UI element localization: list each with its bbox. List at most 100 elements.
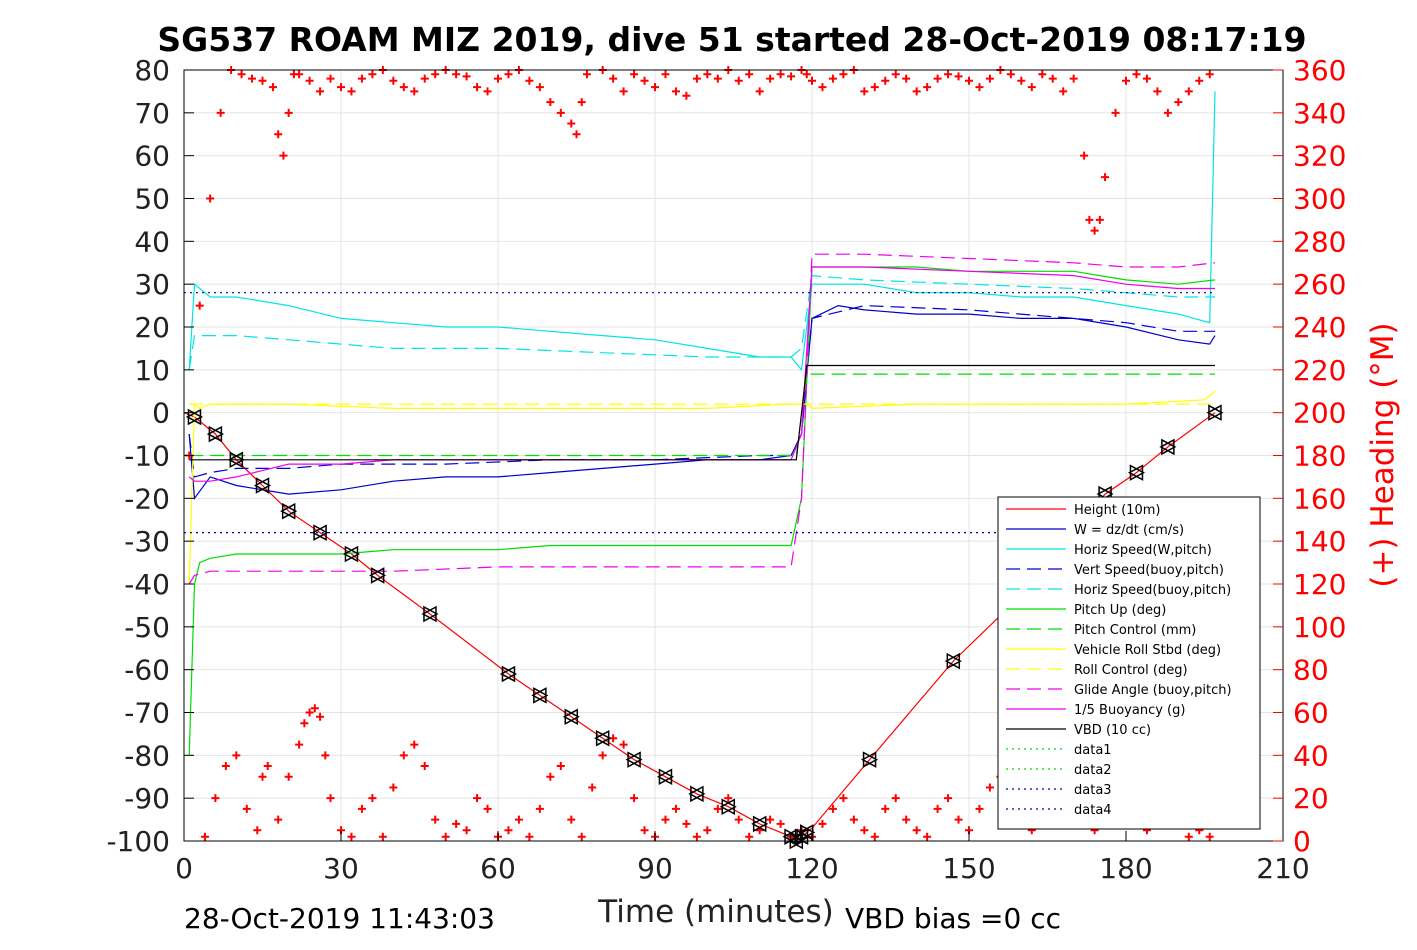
heading-point <box>431 815 440 824</box>
legend-box <box>997 496 1261 830</box>
y-tick-label: 20 <box>134 311 170 344</box>
heading-point <box>703 826 712 835</box>
heading-point <box>1205 832 1214 841</box>
heading-point <box>577 832 586 841</box>
depth-marker-right <box>344 545 361 563</box>
heading-point <box>556 108 565 117</box>
heading-point <box>849 815 858 824</box>
heading-point <box>216 108 225 117</box>
heading-point <box>535 83 544 92</box>
depth-marker-right <box>800 824 816 841</box>
heading-point <box>870 832 879 841</box>
heading-point <box>347 832 356 841</box>
legend: Height (10m) W = dz/dt (cm/s) Horiz Speed(… <box>997 496 1261 830</box>
heading-point <box>671 87 680 96</box>
y2-tick-label: 60 <box>1293 697 1329 730</box>
x-tick-label: 0 <box>175 852 193 885</box>
heading-point <box>828 804 837 813</box>
heading-point <box>268 83 277 92</box>
heading-point <box>944 70 953 79</box>
heading-point <box>221 762 230 771</box>
y-tick-label: 30 <box>134 268 170 301</box>
depth-marker-right <box>862 751 879 768</box>
y2-tick-label: 0 <box>1293 825 1311 858</box>
heading-point <box>755 87 764 96</box>
depth-marker-right <box>627 751 643 768</box>
heading-point <box>870 83 879 92</box>
heading-point <box>787 72 796 81</box>
heading-point <box>965 76 973 85</box>
y-tick-label: 0 <box>152 397 170 430</box>
heading-point <box>305 708 314 717</box>
heading-point <box>923 83 932 92</box>
heading-point <box>713 804 722 813</box>
heading-point <box>1059 87 1068 96</box>
heading-point <box>504 70 513 79</box>
heading-point <box>1195 76 1204 85</box>
x-tick-label: 120 <box>785 852 838 885</box>
heading-point <box>452 819 461 828</box>
y-tick-label: -70 <box>124 697 170 730</box>
heading-point <box>1122 76 1130 85</box>
heading-point <box>321 751 330 760</box>
heading-point <box>357 74 366 83</box>
heading-point <box>1111 108 1120 117</box>
legend-label-height: Height (10m) <box>1074 503 1160 518</box>
heading-point <box>483 87 492 96</box>
heading-point <box>1132 70 1141 79</box>
heading-point <box>263 762 272 771</box>
legend-label-data2: data2 <box>1074 763 1112 778</box>
heading-point <box>692 74 701 83</box>
heading-point <box>473 794 482 803</box>
y2-tick-label: 320 <box>1293 140 1346 173</box>
heading-point <box>237 70 246 79</box>
heading-point <box>316 87 325 96</box>
heading-point <box>839 70 848 79</box>
legend-label-pitch: Pitch Up (deg) <box>1074 603 1166 618</box>
legend-label-pitch_ctrl: Pitch Control (mm) <box>1074 623 1196 638</box>
heading-point <box>713 74 722 83</box>
heading-point <box>912 87 921 96</box>
heading-point <box>766 815 775 824</box>
depth-marker-right <box>658 768 675 786</box>
heading-point <box>525 832 534 841</box>
heading-point <box>975 83 984 92</box>
y2-tick-label: 340 <box>1293 97 1346 130</box>
series-line-vbd <box>189 364 1215 461</box>
heading-point <box>734 76 743 85</box>
depth-marker-right <box>313 524 329 541</box>
heading-point <box>682 819 691 828</box>
legend-label-vert_buoy: Vert Speed(buoy,pitch) <box>1074 563 1224 578</box>
y2-tick-label: 40 <box>1293 739 1329 772</box>
heading-point <box>284 772 293 781</box>
y2-tick-label: 180 <box>1293 440 1346 473</box>
heading-point <box>1184 832 1193 841</box>
heading-point <box>305 76 314 85</box>
heading-point <box>671 804 680 813</box>
heading-point <box>802 70 811 79</box>
heading-point <box>232 751 241 760</box>
heading-point <box>337 83 345 92</box>
legend-label-roll_ctrl: Roll Control (deg) <box>1074 663 1188 678</box>
heading-point <box>891 70 900 79</box>
heading-point <box>651 83 659 92</box>
heading-point <box>1174 98 1183 107</box>
heading-point <box>483 804 492 813</box>
heading-point <box>724 794 733 803</box>
depth-marker-right <box>255 477 272 494</box>
heading-point <box>891 794 900 803</box>
x-axis-label: Time (minutes) <box>597 894 833 930</box>
heading-point <box>703 70 712 79</box>
heading-point <box>284 108 293 117</box>
heading-point <box>933 804 942 813</box>
y-tick-label: -50 <box>124 611 170 644</box>
depth-marker-right <box>187 408 204 426</box>
heading-point <box>1027 83 1036 92</box>
heading-point <box>902 815 911 824</box>
heading-point <box>923 832 932 841</box>
heading-point <box>577 98 586 107</box>
depth-marker-right <box>370 567 387 584</box>
heading-point <box>368 794 377 803</box>
y-tick-label: -20 <box>124 482 170 515</box>
legend-label-roll: Vehicle Roll Stbd (deg) <box>1074 643 1221 658</box>
